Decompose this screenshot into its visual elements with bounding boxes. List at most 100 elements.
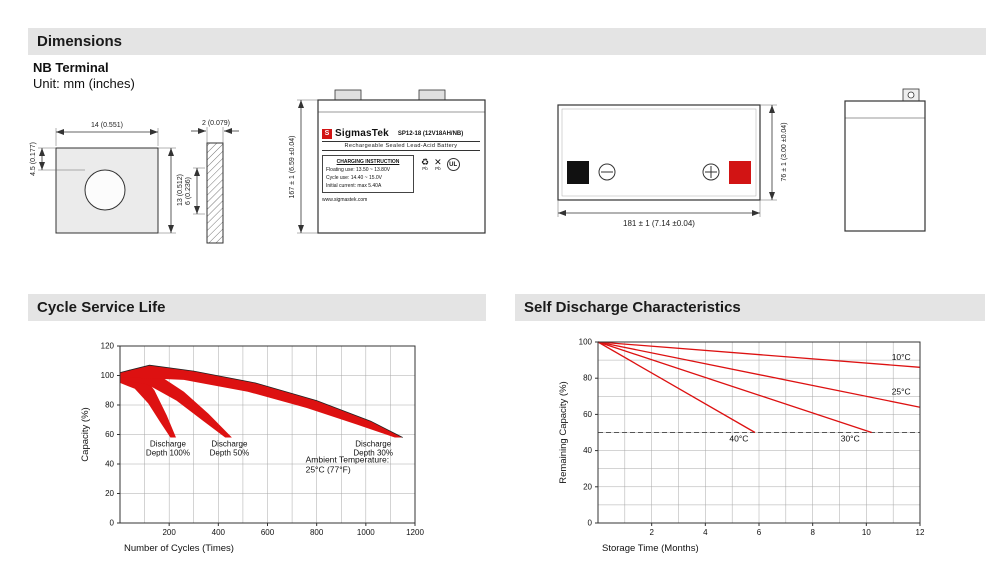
series-label-10C: 10°C [892, 352, 911, 362]
battery-label: S SigmasTek SP12-18 (12V18AH/NB) Recharg… [322, 128, 480, 226]
battery-case-end [844, 100, 926, 232]
band-label-discharge-depth-30: Depth 30% [353, 448, 393, 457]
terminal-height-dimension: 13 (0.512) [177, 174, 184, 206]
charging-instruction-title: CHARGING INSTRUCTION [336, 159, 400, 165]
recycle-pb-icon: ♻ Pb [421, 157, 430, 171]
y-tick-label: 0 [588, 519, 593, 528]
dimensions-title: Dimensions [37, 33, 123, 50]
band-discharge-depth-50 [120, 368, 232, 438]
battery-depth-dimension: 76 ± 1 (3.00 ±0.04) [781, 122, 788, 181]
self-discharge-chart: 10°C 25°C 30°C 40°C 2 4 6 8 10 12 0 20 40 60 80 100 Stor… [540, 328, 970, 568]
battery-model: SP12-18 (12V18AH/NB) [397, 130, 464, 137]
series-label-25C: 25°C [892, 386, 911, 396]
battery-end-drawing [844, 88, 926, 232]
band-label-discharge-depth-100: Depth 100% [146, 448, 190, 457]
y-tick-label: 60 [583, 410, 592, 419]
negative-terminal-block [567, 161, 589, 184]
cycle-service-life-title: Cycle Service Life [37, 299, 166, 316]
self-discharge-chart-svg: 10°C 25°C 30°C 40°C 2 4 6 8 10 12 0 20 40 60 80 100 Stor… [558, 338, 925, 555]
series-line-30C [597, 341, 872, 434]
y-axis-title: Capacity (%) [80, 407, 91, 461]
self-discharge-title: Self Discharge Characteristics [524, 299, 741, 316]
terminal-depth-dimension: 6 (0.236) [185, 177, 192, 205]
x-tick-label: 1200 [406, 528, 424, 537]
x-tick-label: 12 [916, 528, 925, 537]
series-line-10C [597, 341, 921, 368]
terminal-thickness-dimension: 2 (0.079) [202, 120, 230, 127]
band-label-discharge-depth-50: Discharge [211, 439, 248, 448]
series-line-40C [597, 341, 756, 434]
band-outline [119, 364, 403, 438]
cycle-service-life-chart: Discharge Depth 100% Discharge Depth 50% Dis… [55, 328, 485, 568]
unit-note: Unit: mm (inches) [33, 76, 135, 91]
ul-mark-icon: UL [446, 158, 460, 171]
charging-line-initial: Initial current: max 5.40A [326, 183, 382, 189]
end-terminal-hole [907, 91, 915, 99]
battery-label-brand-row: S SigmasTek SP12-18 (12V18AH/NB) [322, 128, 480, 139]
y-axis-title: Remaining Capacity (%) [558, 381, 569, 483]
terminal-side-profile [206, 142, 224, 244]
x-tick-label: 2 [649, 528, 654, 537]
certification-icons: ♻ Pb ✕ Pb UL [421, 155, 460, 193]
series-line-25C [597, 341, 921, 408]
band-label-discharge-depth-30: Discharge [355, 439, 392, 448]
terminal-type-label: NB Terminal [33, 60, 109, 75]
cycle-service-life-section-header: Cycle Service Life [28, 294, 486, 321]
charging-line-floating: Floating use: 13.50 ~ 13.80V [326, 167, 391, 173]
battery-terminal-tab [418, 89, 446, 101]
y-tick-label: 100 [101, 371, 115, 380]
x-tick-label: 200 [162, 528, 176, 537]
battery-subtitle: Rechargeable Sealed Lead-Acid Battery [322, 141, 480, 151]
y-tick-label: 80 [583, 374, 592, 383]
y-tick-label: 20 [105, 489, 114, 498]
battery-case-top [557, 104, 761, 201]
battery-height-dimension: 167 ± 1 (6.59 ±0.04) [289, 136, 296, 199]
series-label-40C: 40°C [729, 434, 748, 444]
self-discharge-section-header: Self Discharge Characteristics [515, 294, 985, 321]
y-tick-label: 40 [105, 460, 114, 469]
terminal-front-drawing: 14 (0.551) 4.5 (0.177) 13 (0.512) [30, 122, 184, 234]
band-discharge-depth-100 [120, 369, 176, 438]
x-tick-label: 800 [310, 528, 324, 537]
battery-case-inner-line [561, 108, 757, 197]
band-discharge-depth-30 [120, 365, 403, 438]
y-tick-label: 80 [105, 401, 114, 410]
y-tick-label: 120 [101, 342, 115, 351]
band-label-discharge-depth-50: Depth 50% [210, 448, 250, 457]
chart-annotation: Ambient Temperature: [306, 455, 389, 465]
battery-label-middle: CHARGING INSTRUCTION Floating use: 13.50… [322, 155, 480, 193]
brand-name: SigmasTek [335, 128, 389, 139]
battery-top-drawing: 181 ± 1 (7.14 ±0.04) 76 ± 1 (3.00 ±0.04) [557, 104, 788, 228]
terminal-side-drawing: 2 (0.079) 6 (0.236) [185, 120, 239, 244]
series-label-30C: 30°C [841, 434, 860, 444]
battery-terminal-tab [334, 89, 362, 101]
x-tick-label: 4 [703, 528, 708, 537]
chart-annotation: 25°C (77°F) [306, 465, 351, 475]
charging-instruction-box: CHARGING INSTRUCTION Floating use: 13.50… [322, 155, 414, 193]
y-tick-label: 100 [579, 338, 593, 347]
dimensions-section-header: Dimensions [28, 28, 986, 55]
x-axis-title: Number of Cycles (Times) [124, 543, 234, 554]
x-tick-label: 8 [810, 528, 815, 537]
terminal-hole-offset-dimension: 4.5 (0.177) [30, 142, 37, 176]
sigmastek-logo-icon: S [322, 128, 332, 139]
x-tick-label: 400 [212, 528, 226, 537]
y-tick-label: 20 [583, 482, 592, 491]
website-text: www.sigmastek.com [322, 197, 368, 203]
x-tick-label: 10 [862, 528, 871, 537]
y-tick-label: 60 [105, 430, 114, 439]
no-disposal-pb-icon: ✕ Pb [434, 157, 442, 171]
terminal-hole [84, 169, 126, 211]
x-tick-label: 6 [757, 528, 762, 537]
charging-line-cycle: Cycle use: 14.40 ~ 15.0V [326, 175, 383, 181]
band-label-discharge-depth-100: Discharge [150, 439, 187, 448]
x-tick-label: 1000 [357, 528, 375, 537]
battery-width-dimension: 181 ± 1 (7.14 ±0.04) [623, 219, 695, 228]
terminal-width-dimension: 14 (0.551) [91, 122, 123, 129]
y-tick-label: 0 [110, 519, 115, 528]
y-tick-label: 40 [583, 446, 592, 455]
positive-terminal-block [729, 161, 751, 184]
x-tick-label: 600 [261, 528, 275, 537]
